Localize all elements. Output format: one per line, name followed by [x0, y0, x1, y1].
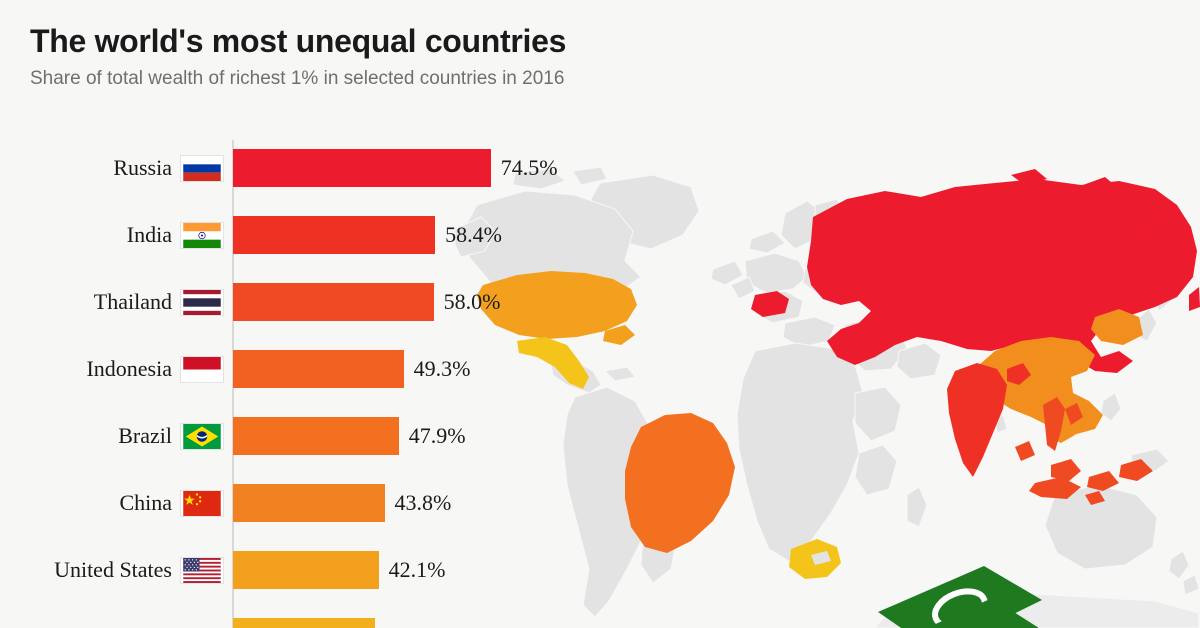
- flag-united-states-icon: [180, 557, 224, 584]
- bar-row: India 58.4%: [0, 213, 620, 257]
- flag-brazil-icon: [180, 423, 224, 450]
- bar-value-label: 43.8%: [394, 490, 452, 515]
- bar-value-label: 58.4%: [445, 222, 502, 247]
- bar-value-label: 42.1%: [388, 557, 446, 582]
- map-highlight-brazil: [625, 413, 735, 553]
- country-label: India: [126, 222, 172, 247]
- bar: [233, 551, 379, 589]
- flag-russia-icon: [180, 155, 224, 182]
- banknote-stack: [878, 566, 1042, 628]
- banknote-graphic: [872, 560, 1042, 628]
- country-label: Brazil: [118, 423, 172, 448]
- flag-china-icon: [180, 490, 224, 517]
- country-label: China: [119, 490, 172, 515]
- map-highlight-china: [979, 309, 1143, 443]
- bar: [233, 484, 385, 522]
- map-highlight-india: [947, 363, 1031, 477]
- bar-row: Thailand 58.0%: [0, 280, 620, 324]
- bar-value-label: 58.0%: [443, 289, 501, 314]
- map-highlight-thailand: [1043, 397, 1083, 451]
- bar-chart: Russia 74.5% India 58.4% Thailand 58.0% Indone…: [0, 140, 620, 628]
- bar-row-partial: [0, 615, 620, 628]
- page-title: The world's most unequal countries: [30, 23, 567, 59]
- flag-thailand-icon: [180, 289, 224, 316]
- bar: [233, 149, 491, 187]
- map-highlight-indonesia: [1015, 441, 1153, 505]
- country-label: Russia: [113, 155, 172, 180]
- bar-value-label: 49.3%: [413, 356, 471, 381]
- bar-value-label: 47.9%: [408, 423, 466, 448]
- country-label: Thailand: [93, 289, 172, 314]
- bar: [233, 417, 399, 455]
- page-subtitle: Share of total wealth of richest 1% in s…: [30, 68, 565, 90]
- banknote-oval: [932, 588, 988, 628]
- banknote-bottom: [927, 598, 1039, 628]
- bar-row: Brazil 47.9%: [0, 414, 620, 458]
- bar-row: United States 42.1%: [0, 548, 620, 592]
- banknote-top: [878, 566, 1042, 628]
- bar-value-label: 74.5%: [500, 155, 558, 180]
- map-highlight-russia: [751, 169, 1200, 373]
- bar-row: Indonesia 49.3%: [0, 347, 620, 391]
- bar: [233, 216, 436, 254]
- flag-india-icon: [180, 222, 224, 249]
- banknote-svg: [878, 566, 1042, 628]
- bar: [233, 618, 375, 628]
- map-highlight-south-africa: [789, 539, 841, 579]
- bar-row: Russia 74.5%: [0, 146, 620, 190]
- flag-indonesia-icon: [180, 356, 224, 383]
- bar: [233, 283, 434, 321]
- country-label: United States: [54, 557, 172, 582]
- header: The world's most unequal countries Share…: [30, 23, 930, 91]
- bar: [233, 350, 404, 388]
- country-label: Indonesia: [86, 356, 172, 381]
- bar-row: China 43.8%: [0, 481, 620, 525]
